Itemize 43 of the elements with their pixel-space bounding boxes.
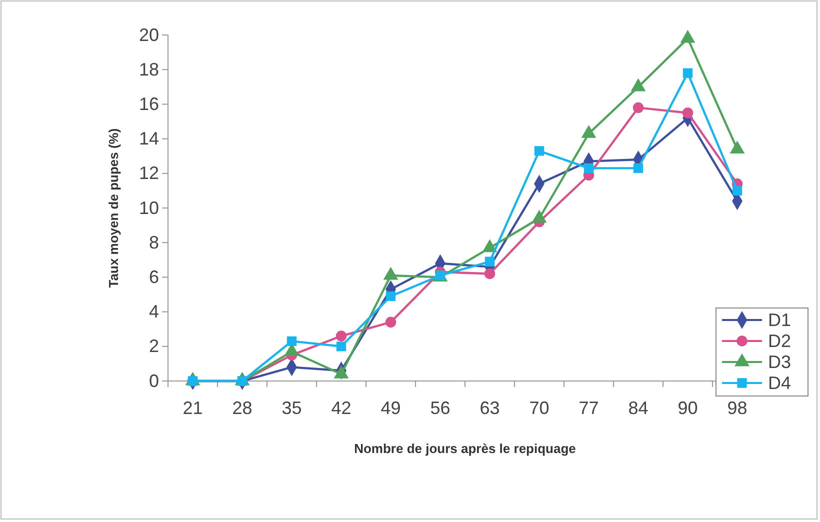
point [286,336,297,346]
point [633,163,644,174]
x-tick-label: 84 [628,398,648,418]
point [386,291,396,302]
x-tick-label: 35 [282,398,302,418]
point [484,268,496,280]
point [682,107,694,118]
x-tick-label: 28 [232,398,252,418]
x-tick-label: 56 [430,398,450,418]
point [385,316,396,328]
x-tick-label: 63 [480,398,500,418]
y-tick-label: 4 [148,302,159,322]
x-tick-label: 77 [578,398,599,418]
x-tick-label: 98 [727,398,748,418]
point [534,146,544,156]
x-tick-label: 42 [331,398,352,418]
y-axis-title: Taux moyen de pupes (%) [106,128,121,288]
point [682,68,693,78]
y-tick-label: 12 [138,163,159,184]
y-tick-label: 6 [148,266,159,287]
y-tick-label: 18 [138,59,159,80]
legend-label: D1 [768,310,792,330]
point [732,186,742,196]
y-tick-label: 14 [138,128,159,149]
y-tick-label: 16 [138,94,159,114]
y-tick-label: 20 [138,24,159,45]
point [632,102,644,114]
y-tick-label: 10 [138,198,159,218]
legend-label: D3 [768,352,792,372]
x-tick-label: 21 [182,398,203,418]
x-tick-label: 49 [380,398,401,418]
x-axis-title: Nombre de jours après le repiquage [354,441,576,456]
y-tick-label: 8 [148,232,159,252]
legend-label: D2 [768,331,792,351]
x-tick-label: 90 [678,398,698,418]
y-tick-label: 0 [148,370,159,391]
point [584,163,594,174]
point [484,256,495,266]
y-tick-label: 2 [148,336,159,356]
point [336,330,347,342]
legend-label: D4 [768,373,792,393]
point [336,342,346,352]
x-tick-label: 70 [529,398,550,418]
